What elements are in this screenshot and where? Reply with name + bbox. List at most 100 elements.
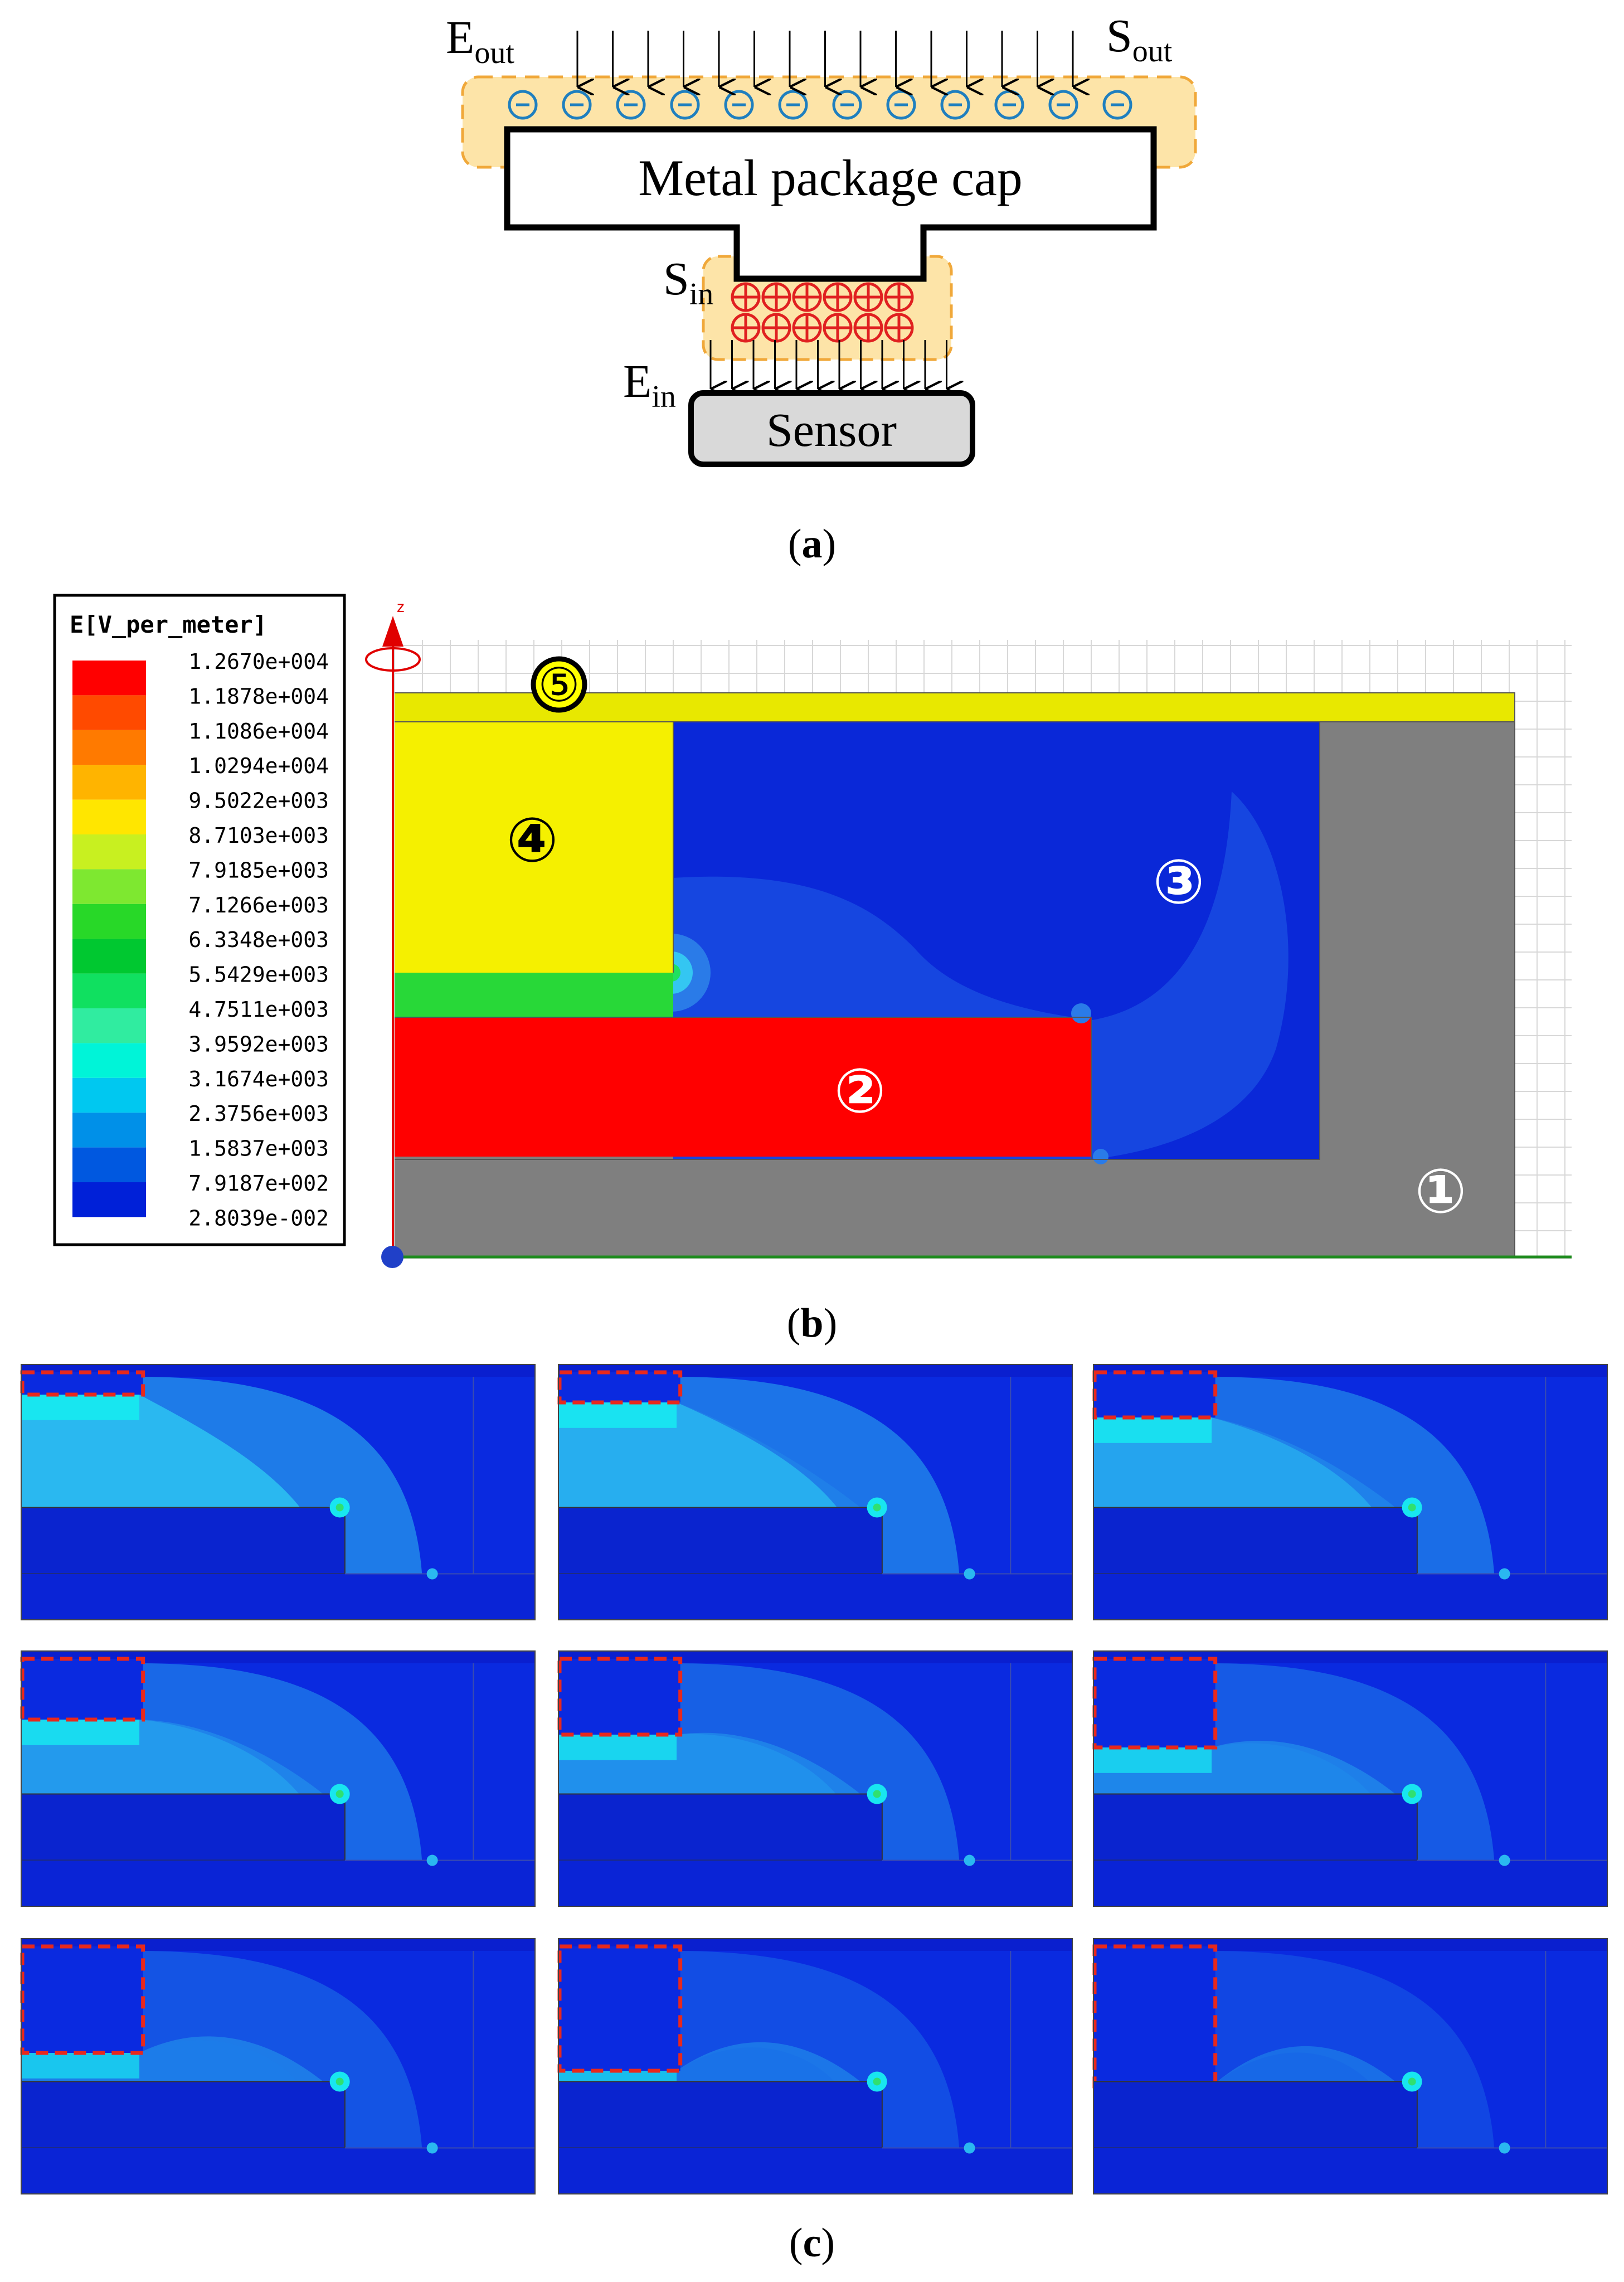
field-map-frame: [1093, 1650, 1608, 1907]
field-map-top-layer: [1093, 1365, 1607, 1377]
field-map-top-layer: [21, 1651, 535, 1663]
field-contour-mid: [677, 1951, 960, 2148]
region-4-cap-block: [395, 722, 673, 973]
legend-value: 7.9187e+002: [188, 1171, 329, 1196]
e-out-base: E: [446, 12, 474, 64]
positive-charge-ring: [792, 313, 822, 343]
cap-block-outline: [557, 1657, 683, 1737]
field-contour-light: [21, 1395, 340, 1513]
panel-b-letter: b: [800, 1300, 823, 1346]
positive-charge: [792, 282, 822, 312]
panel-a-caption: (a): [788, 521, 836, 567]
legend-value: 4.7511e+003: [188, 997, 329, 1022]
legend-value: 8.7103e+003: [188, 823, 329, 848]
cap-block-outline: [20, 1370, 145, 1397]
sensor-block: [558, 1793, 883, 1861]
cap-block-outline: [1092, 1944, 1218, 2089]
legend-color-swatches: [72, 661, 146, 1217]
field-contour-mid: [1212, 1951, 1495, 2148]
field-map-frame: [558, 1938, 1073, 2194]
field-hotspot-bottom: [1093, 1149, 1108, 1164]
legend-value: 5.5429e+003: [188, 963, 329, 987]
negative-charge: [724, 90, 754, 120]
field-map-top-layer: [1093, 1651, 1607, 1663]
positive-charge-ring: [853, 282, 883, 312]
legend-swatch: [72, 661, 146, 696]
field-map-top-layer: [1093, 1939, 1607, 1951]
field-hotspot-edge: [1499, 1568, 1510, 1580]
cap-block-outline: [1092, 1657, 1218, 1750]
sensor-label: Sensor: [766, 403, 897, 457]
field-hotspot-edge: [426, 1568, 438, 1580]
origin-point: [381, 1246, 403, 1268]
legend-value-labels: 1.2670e+004 1.1878e+004 1.1086e+004 1.0294e…: [188, 649, 329, 1230]
negative-charge: [940, 90, 970, 120]
region-5-marker: ⑤: [531, 656, 587, 713]
field-band-below-cap: [558, 1735, 677, 1760]
field-map-panel: [557, 1938, 1073, 2194]
legend-value: 1.1086e+004: [188, 719, 329, 744]
e-in-sub: in: [651, 380, 676, 414]
legend-swatch: [72, 869, 146, 904]
sensor-block: [21, 2081, 346, 2149]
legend-value: 3.1674e+003: [188, 1067, 329, 1091]
positive-charge: [731, 313, 761, 343]
negative-charge-ring: [508, 90, 538, 120]
field-map-panel: [20, 1938, 536, 2194]
base-block: [21, 1574, 535, 1620]
field-hotspot-core: [1408, 1503, 1416, 1512]
legend-title: E[V_per_meter]: [70, 611, 267, 638]
legend-swatch: [72, 1077, 146, 1113]
positive-charge: [792, 313, 822, 343]
field-map-panel: [1092, 1650, 1608, 1907]
positive-charges: [731, 282, 914, 343]
field-contour-mid: [139, 1663, 422, 1861]
e-in-label: Ein: [623, 356, 676, 414]
field-hotspot-core: [336, 2077, 344, 2086]
field-hotspot-edge: [964, 1854, 975, 1866]
field-band-below-cap: [395, 973, 673, 1017]
negative-charge-ring: [1102, 90, 1132, 120]
negative-charge: [1048, 90, 1078, 120]
base-block: [558, 1860, 1072, 1906]
legend-swatch: [72, 1147, 146, 1182]
legend-swatch: [72, 1113, 146, 1148]
field-map-panel: [557, 1650, 1073, 1907]
s-out-sub: out: [1132, 34, 1173, 69]
field-map-frame: [1093, 1364, 1608, 1620]
sensor-block: [1093, 1507, 1418, 1575]
legend-value: 2.8039e-002: [188, 1206, 329, 1230]
negative-charge-ring: [562, 90, 592, 120]
negative-charge-ring: [940, 90, 970, 120]
e-out-sub: out: [474, 36, 514, 70]
field-band-below-cap: [21, 1720, 140, 1745]
panel-a-schematic: Metal package cap Sensor Eout Sout Sin E…: [446, 10, 1197, 567]
field-contour-light: [1092, 792, 1288, 1159]
rotation-axis-icon: [365, 647, 421, 672]
field-map-frame: [21, 1364, 536, 1620]
field-hotspot-core: [1408, 2077, 1416, 2086]
field-hotspot-core: [873, 2077, 881, 2086]
region-1-mark: ①: [1414, 1157, 1466, 1226]
positive-charge: [884, 282, 914, 312]
legend-swatch: [72, 939, 146, 974]
sensor-block: [1093, 2081, 1418, 2149]
sensor-block: [558, 1507, 883, 1575]
positive-charge: [761, 313, 791, 343]
field-map-top-layer: [21, 1939, 535, 1951]
field-hotspot-edge: [964, 1568, 975, 1580]
metal-package-cap-label: Metal package cap: [638, 149, 1023, 206]
panel-c-field-sweep-grid: [20, 1364, 1608, 2194]
positive-charge-ring: [761, 313, 791, 343]
region-4-mark: ④: [506, 806, 558, 875]
field-map-frame: [1093, 1938, 1608, 2194]
field-map-top-layer: [558, 1651, 1072, 1663]
positive-charge-ring: [884, 313, 914, 343]
base-block: [21, 2148, 535, 2194]
region-outlines: [395, 692, 1515, 1257]
legend-value: 1.5837e+003: [188, 1137, 329, 1161]
s-in-label: Sin: [663, 253, 713, 312]
legend-swatch: [72, 730, 146, 765]
e-out-label: Eout: [446, 12, 514, 70]
positive-charge: [823, 313, 853, 343]
